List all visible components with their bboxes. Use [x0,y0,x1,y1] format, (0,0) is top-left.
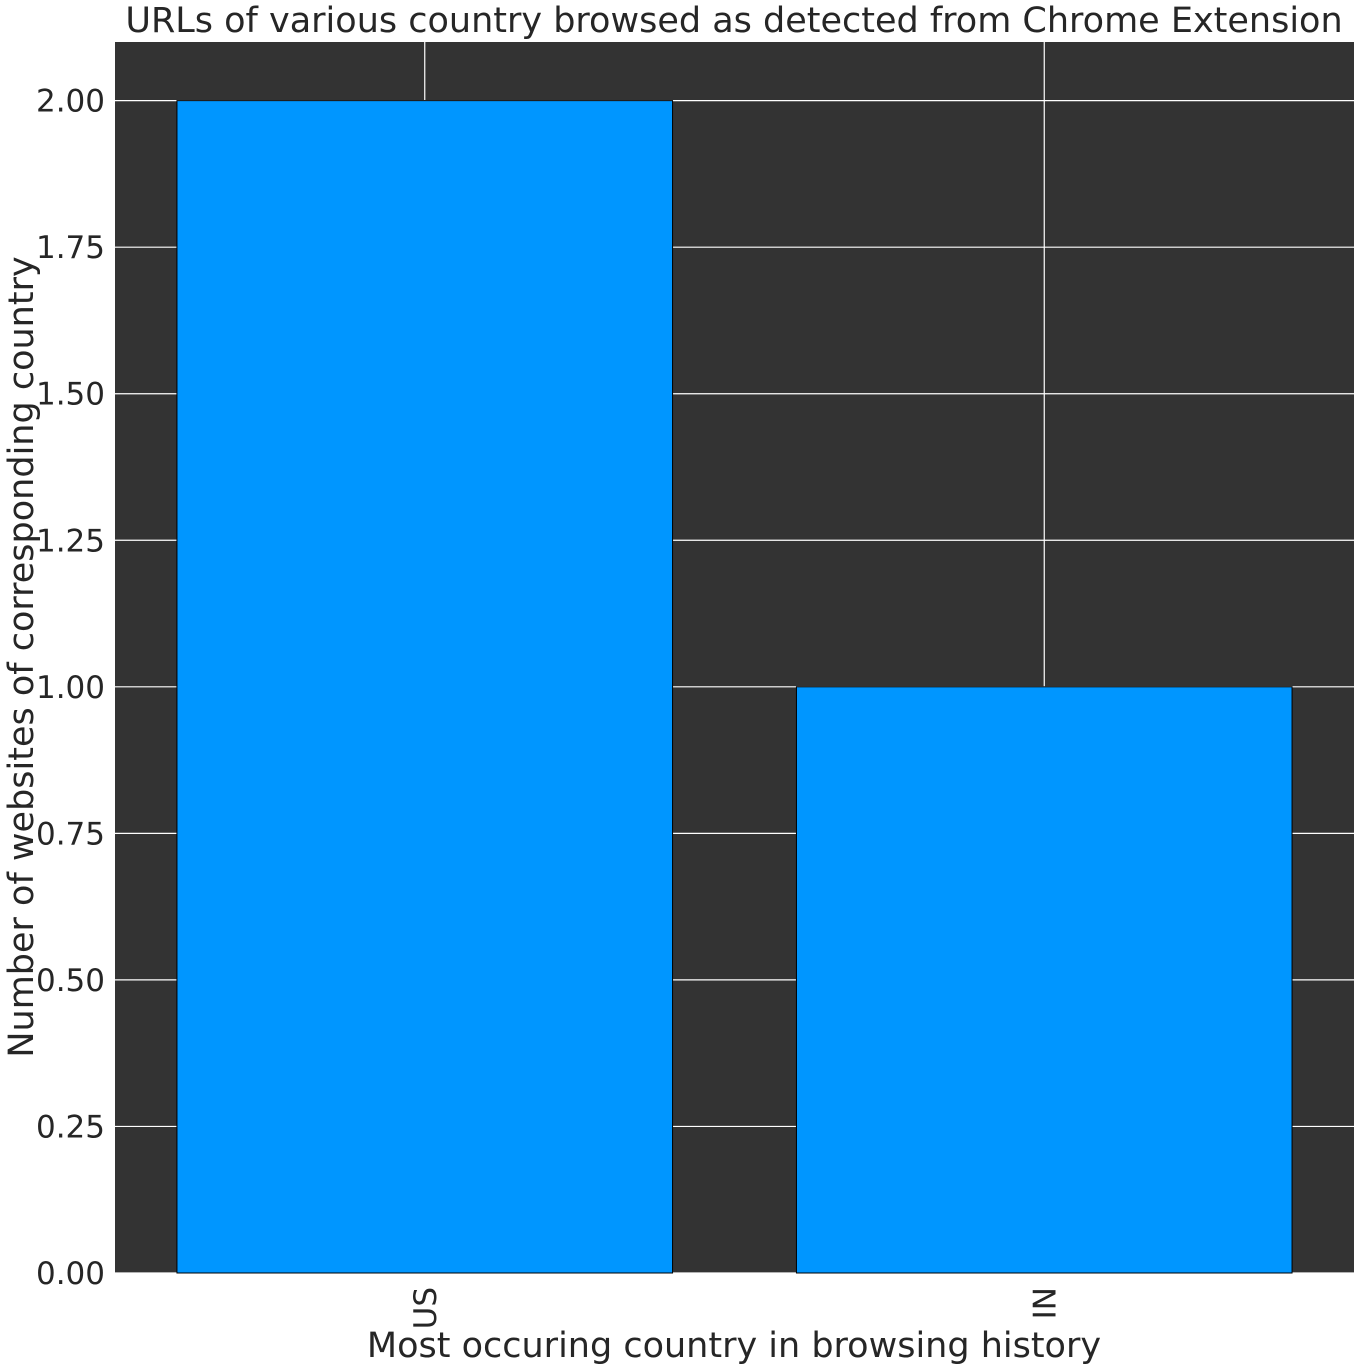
y-tick-label: 0.50 [36,963,105,999]
y-tick-label: 1.75 [36,230,105,266]
y-axis-ticks: 0.00 0.25 0.50 0.75 1.00 1.25 1.50 1.75 2.00 [36,84,105,1292]
y-tick-label: 0.00 [36,1256,105,1292]
y-tick-label: 2.00 [36,84,105,120]
x-tick-label: IN [1027,1287,1063,1319]
y-tick-label: 1.00 [36,670,105,706]
y-tick-label: 1.50 [36,377,105,413]
chart-title: URLs of various country browsed as detec… [125,1,1342,41]
y-axis-label: Number of websites of corresponding coun… [2,256,42,1057]
bar-in [795,686,1293,1274]
y-tick-label: 0.25 [36,1109,105,1145]
x-axis-label: Most occuring country in browsing histor… [367,1326,1101,1366]
bar-us [176,100,674,1274]
bars [176,100,1293,1274]
y-tick-label: 0.75 [36,816,105,852]
x-tick-label: US [408,1287,444,1329]
y-tick-label: 1.25 [36,523,105,559]
x-axis-ticks: US IN [408,1287,1064,1329]
